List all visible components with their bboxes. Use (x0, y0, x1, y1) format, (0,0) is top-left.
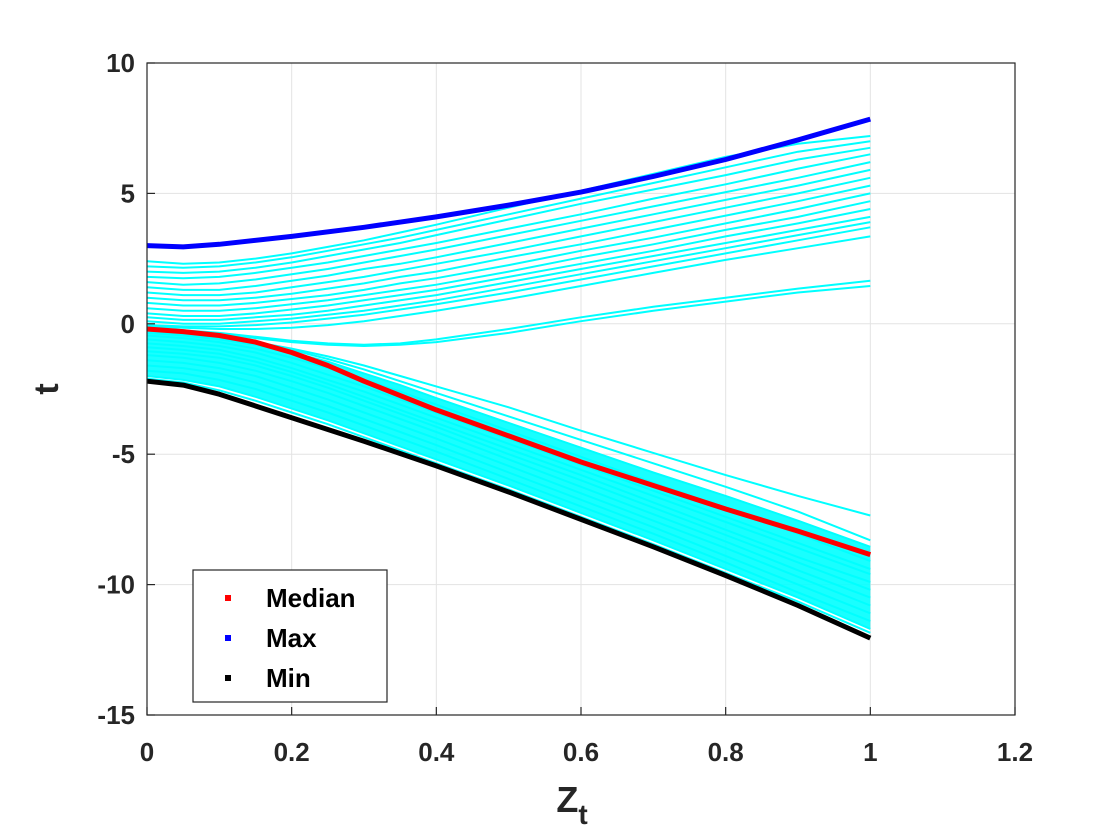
x-axis-label: Zt (556, 779, 587, 830)
bundle-line (146, 168, 871, 291)
x-axis-ticks: 0 0.2 0.4 0.6 0.8 1 1.2 (140, 707, 1033, 767)
y-axis-ticks: 10 5 0 -5 -10 -15 (97, 48, 155, 730)
bundle-line (146, 359, 871, 607)
y-tick-label: 10 (106, 48, 135, 78)
x-tick-label: 0.4 (418, 737, 455, 767)
bundle-line (146, 279, 871, 346)
y-axis-label: t (28, 383, 66, 394)
x-tick-label: 1.2 (997, 737, 1033, 767)
y-tick-label: 0 (121, 309, 135, 339)
bundle-line (146, 200, 871, 312)
bundle-line (146, 135, 871, 265)
bundle-line (146, 226, 871, 328)
legend-label-max: Max (266, 623, 317, 653)
y-tick-label: 5 (121, 178, 135, 208)
bundle-line (146, 221, 871, 325)
x-axis-label-main: Z (556, 779, 578, 820)
y-tick-label: -5 (112, 439, 135, 469)
bundle-line (146, 342, 871, 576)
bundle-line (146, 364, 871, 615)
bundle-line (146, 192, 871, 307)
bundle-line (146, 346, 871, 583)
summary-series (146, 116, 872, 641)
bundle-line (146, 184, 871, 302)
legend: Median Max Min (192, 569, 388, 703)
bundle-line (146, 161, 871, 286)
bundle-line (146, 375, 871, 630)
legend-label-median: Median (266, 583, 356, 613)
bundle-line (146, 176, 871, 297)
x-tick-label: 0.6 (563, 737, 599, 767)
y-tick-label: -10 (97, 570, 135, 600)
x-tick-label: 0.8 (708, 737, 744, 767)
x-tick-label: 0 (140, 737, 154, 767)
x-tick-label: 0.2 (274, 737, 310, 767)
bundle-line (146, 153, 871, 280)
bundle-line (146, 235, 871, 330)
simulation-bundle (146, 135, 871, 634)
bundle-line (146, 146, 871, 274)
series-line-max (146, 116, 871, 250)
legend-label-min: Min (266, 663, 311, 693)
bundle-line (146, 140, 871, 269)
legend-marker-median (225, 595, 231, 601)
bundle-line (146, 215, 871, 321)
series-line-median (146, 326, 872, 557)
legend-marker-min (225, 675, 231, 681)
bundle-line (146, 350, 871, 591)
bundle-line (146, 369, 871, 623)
series-line-min (146, 378, 872, 641)
x-tick-label: 1 (863, 737, 877, 767)
bundle-line (146, 331, 871, 548)
x-axis-label-subscript: t (578, 799, 587, 830)
bundle-line (146, 354, 871, 599)
bundle-line (146, 338, 871, 570)
bundle-line (146, 208, 871, 317)
legend-marker-max (225, 635, 231, 641)
y-tick-label: -15 (97, 700, 135, 730)
